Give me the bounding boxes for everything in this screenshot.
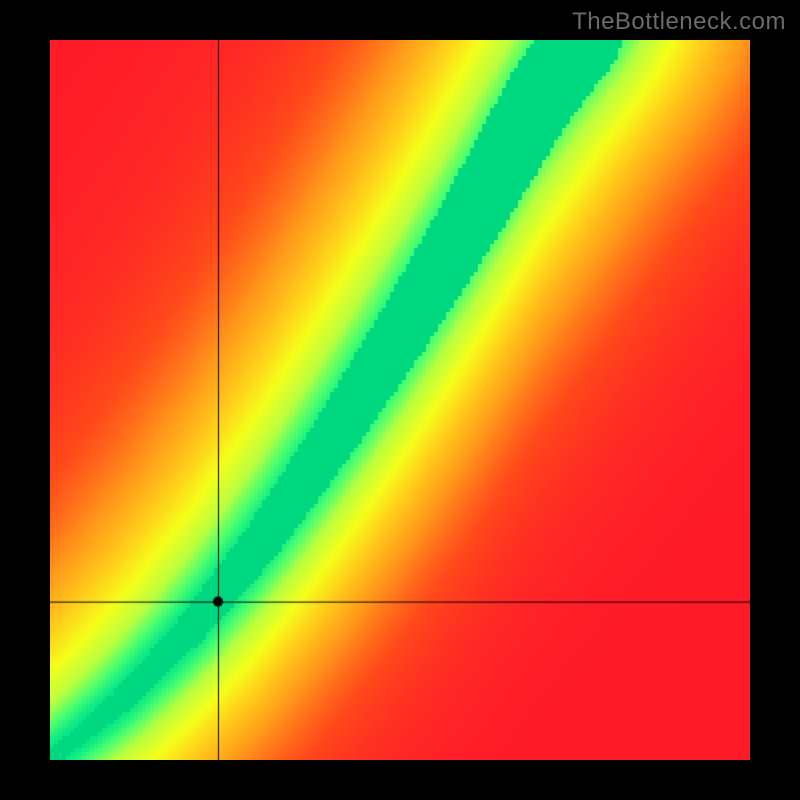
chart-container: TheBottleneck.com xyxy=(0,0,800,800)
heatmap-plot xyxy=(50,40,750,760)
heatmap-canvas xyxy=(50,40,750,760)
watermark-text: TheBottleneck.com xyxy=(572,8,786,36)
